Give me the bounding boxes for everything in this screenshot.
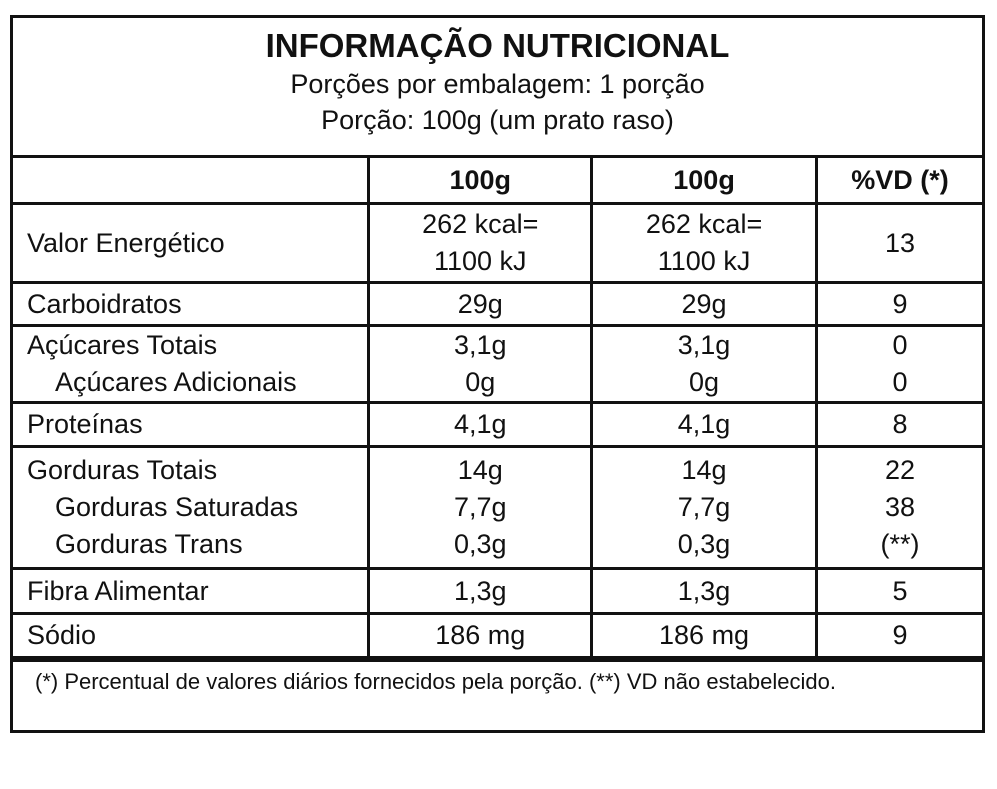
- value: 262 kcal=: [422, 209, 539, 239]
- title: INFORMAÇÃO NUTRICIONAL: [265, 27, 730, 64]
- value: 186 mg: [435, 620, 526, 650]
- column-header: %VD (*): [814, 158, 982, 205]
- value: 186 mg: [659, 620, 750, 650]
- value: 9: [892, 288, 908, 319]
- row-label: Proteínas: [27, 409, 143, 439]
- row-label: Gorduras Totais: [27, 455, 218, 485]
- value-cell: 9: [814, 612, 982, 659]
- value: 0g: [689, 367, 720, 397]
- value: 7,7g: [454, 492, 507, 522]
- value: 4,1g: [677, 409, 731, 439]
- row-label: Valor Energético: [27, 227, 225, 258]
- label-cell: Fibra Alimentar: [13, 567, 371, 615]
- label-cell: Açúcares Totais Açúcares Adicionais: [13, 324, 371, 404]
- value-cell: 13: [814, 202, 982, 284]
- blank-header: [13, 158, 371, 205]
- header-line: Porções por embalagem: 1 porção: [290, 69, 705, 99]
- value-cell: 14g 7,7g 0,3g: [590, 445, 818, 570]
- label-cell: Gorduras Totais Gorduras Saturadas Gordura…: [13, 445, 371, 570]
- row-label: Sódio: [27, 620, 97, 650]
- row-label: Fibra Alimentar: [27, 575, 209, 606]
- value-cell: 29g: [590, 281, 818, 327]
- value-cell: 3,1g 0g: [590, 324, 818, 404]
- nutrition-panel: INFORMAÇÃO NUTRICIONAL Porções por embal…: [10, 15, 985, 733]
- row-group: Sódio 186 mg 186 mg 9: [13, 612, 982, 659]
- row-group: Proteínas 4,1g 4,1g 8: [13, 401, 982, 448]
- value: 3,1g: [677, 330, 731, 360]
- row-label: Açúcares Adicionais: [55, 367, 297, 397]
- value: 0,3g: [454, 529, 507, 559]
- value-cell: 1,3g: [590, 567, 818, 615]
- column-header: 100g: [367, 158, 594, 205]
- header: INFORMAÇÃO NUTRICIONAL Porções por embal…: [13, 18, 982, 158]
- value: 29g: [681, 288, 727, 319]
- value: 22: [884, 455, 915, 485]
- value-cell: 186 mg: [590, 612, 818, 659]
- value: 1100 kJ: [657, 246, 751, 276]
- value: 13: [884, 227, 915, 258]
- value-cell: 8: [814, 401, 982, 448]
- value: 0: [892, 367, 908, 397]
- row-group: Carboidratos 29g 29g 9: [13, 281, 982, 327]
- value: 0: [892, 330, 908, 360]
- value: 5: [892, 575, 908, 606]
- header-row: 100g 100g %VD (*): [13, 158, 982, 205]
- value-cell: 186 mg: [367, 612, 594, 659]
- row-label: Carboidratos: [27, 288, 182, 319]
- value-cell: 1,3g: [367, 567, 594, 615]
- value: 29g: [457, 288, 503, 319]
- value: 38: [884, 492, 915, 522]
- nutrition-table: 100g 100g %VD (*) Valor Energético 262 kcal=…: [13, 158, 982, 659]
- footnote: (*) Percentual de valores diários fornec…: [13, 659, 982, 730]
- value: 0,3g: [677, 529, 731, 559]
- value: 8: [892, 409, 908, 439]
- value-cell: 262 kcal= 1100 kJ: [367, 202, 594, 284]
- value: 1100 kJ: [434, 246, 527, 276]
- value-cell: 22 38 (**): [814, 445, 982, 570]
- row-label: Gorduras Saturadas: [55, 492, 299, 522]
- value: 7,7g: [677, 492, 731, 522]
- value-cell: 5: [814, 567, 982, 615]
- column-header: 100g: [590, 158, 818, 205]
- value: 4,1g: [454, 409, 507, 439]
- value-cell: 262 kcal= 1100 kJ: [590, 202, 818, 284]
- label-cell: Sódio: [13, 612, 371, 659]
- header-line: Porção: 100g (um prato raso): [321, 105, 674, 135]
- label-cell: Carboidratos: [13, 281, 371, 327]
- value-cell: 3,1g 0g: [367, 324, 594, 404]
- value: 1,3g: [454, 575, 507, 606]
- value: 0g: [465, 367, 496, 397]
- value-cell: 4,1g: [590, 401, 818, 448]
- value-cell: 29g: [367, 281, 594, 327]
- label-cell: Valor Energético: [13, 202, 371, 284]
- value-cell: 4,1g: [367, 401, 594, 448]
- value: 3,1g: [454, 330, 507, 360]
- row-label: Açúcares Totais: [27, 330, 218, 360]
- value: 14g: [681, 455, 727, 485]
- footnote-text: (*) Percentual de valores diários fornec…: [35, 669, 836, 694]
- value-cell: 9: [814, 281, 982, 327]
- value: 1,3g: [677, 575, 731, 606]
- value: 262 kcal=: [645, 209, 763, 239]
- label-cell: Proteínas: [13, 401, 371, 448]
- row-group: Gorduras Totais Gorduras Saturadas Gordura…: [13, 445, 982, 570]
- row-group: Fibra Alimentar 1,3g 1,3g 5: [13, 567, 982, 615]
- value: 9: [892, 620, 908, 650]
- value: (**): [880, 529, 920, 559]
- value: 14g: [457, 455, 503, 485]
- row-label: Gorduras Trans: [55, 529, 243, 559]
- value-cell: 14g 7,7g 0,3g: [367, 445, 594, 570]
- row-group: Valor Energético 262 kcal= 1100 kJ 262 kcal…: [13, 202, 982, 284]
- row-group: Açúcares Totais Açúcares Adicionais 3,1g 0g…: [13, 324, 982, 404]
